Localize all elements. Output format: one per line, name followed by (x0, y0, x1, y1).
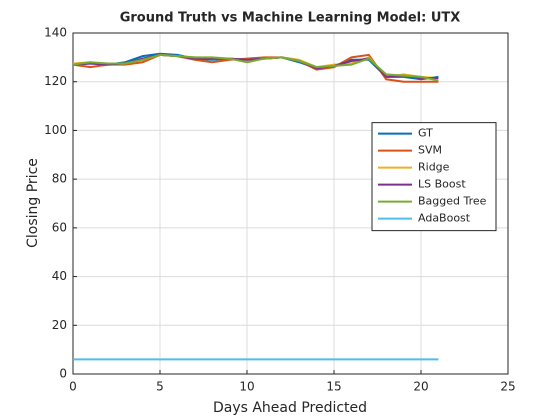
x-tick-label: 25 (500, 380, 515, 394)
y-tick-label: 60 (52, 220, 67, 234)
y-tick-label: 40 (52, 269, 67, 283)
x-tick-label: 15 (326, 380, 341, 394)
x-tick-label: 10 (239, 380, 254, 394)
x-axis-label: Days Ahead Predicted (213, 400, 367, 416)
chart-title: Ground Truth vs Machine Learning Model: … (120, 11, 461, 26)
y-tick-label: 80 (52, 172, 67, 186)
legend-box (371, 122, 497, 232)
y-tick-label: 100 (44, 123, 67, 137)
y-tick-label: 20 (52, 318, 67, 332)
legend-label: Ridge (418, 161, 450, 174)
legend-label: Bagged Tree (418, 195, 487, 208)
x-tick-label: 0 (69, 380, 77, 394)
legend-label: LS Boost (418, 178, 466, 191)
y-tick-label: 120 (44, 74, 67, 88)
y-tick-label: 0 (59, 367, 67, 381)
axes-box (72, 32, 509, 375)
legend-label: AdaBoost (418, 212, 471, 225)
line-series (72, 53, 439, 82)
legend-label: GT (418, 127, 433, 140)
y-tick-label: 140 (44, 26, 67, 40)
legend-label: SVM (418, 144, 442, 157)
x-tick-label: 20 (413, 380, 428, 394)
x-tick-label: 5 (156, 380, 164, 394)
y-axis-label: Closing Price (25, 158, 41, 248)
